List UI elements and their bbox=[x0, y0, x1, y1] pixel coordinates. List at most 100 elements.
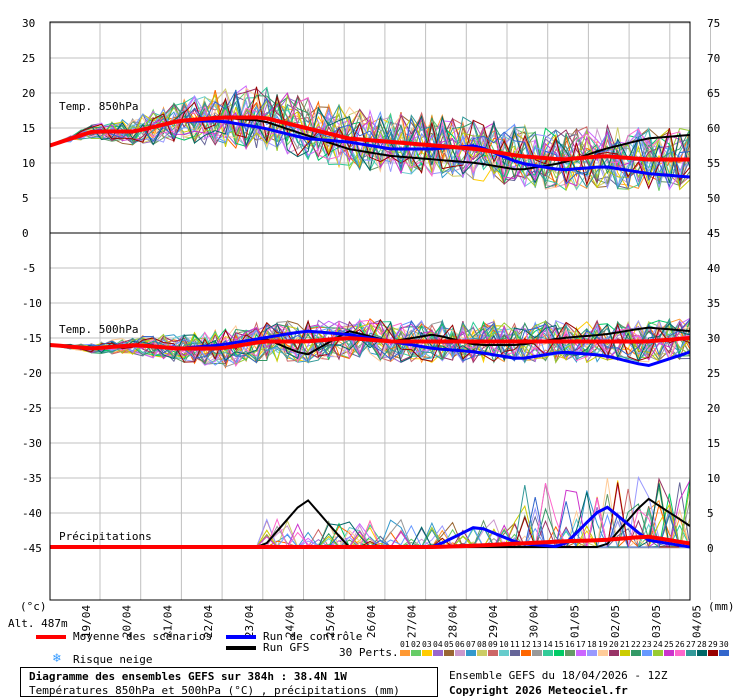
pert-swatch bbox=[466, 650, 476, 656]
member-line bbox=[49, 89, 691, 188]
y-tick-left: 20 bbox=[22, 87, 35, 100]
pert-swatch bbox=[477, 650, 487, 656]
pert-number: 01 bbox=[400, 640, 410, 649]
legend-snow: Risque neige bbox=[73, 653, 153, 666]
pert-number: 26 bbox=[675, 640, 685, 649]
mean-t850-line bbox=[49, 115, 690, 162]
t500-label: Temp. 500hPa bbox=[59, 323, 138, 336]
pert-swatch bbox=[620, 650, 630, 656]
t850-label: Temp. 850hPa bbox=[59, 100, 138, 113]
pert-number: 23 bbox=[642, 640, 652, 649]
pert-swatch bbox=[708, 650, 718, 656]
member-line bbox=[49, 318, 691, 361]
x-tick-date: 26/04 bbox=[365, 605, 378, 638]
y-tick-left: 30 bbox=[22, 17, 35, 30]
member-line bbox=[49, 105, 691, 188]
pert-number: 07 bbox=[466, 640, 476, 649]
pert-swatch bbox=[565, 650, 575, 656]
member-line bbox=[49, 86, 691, 190]
y-tick-right: 40 bbox=[707, 262, 720, 275]
pert-swatch bbox=[675, 650, 685, 656]
y-tick-left: -20 bbox=[22, 367, 42, 380]
legend-control: Run de contrôle bbox=[263, 630, 363, 643]
x-tick-date: 23/04 bbox=[243, 605, 256, 638]
y-tick-right: 5 bbox=[707, 507, 714, 520]
x-tick-date: 19/04 bbox=[80, 605, 93, 638]
pert-swatch bbox=[488, 650, 498, 656]
y-tick-left: -45 bbox=[22, 542, 42, 555]
pert-number: 27 bbox=[686, 640, 696, 649]
pert-swatch bbox=[554, 650, 564, 656]
legend-gfs: Run GFS bbox=[263, 641, 310, 654]
y-tick-right: 45 bbox=[707, 227, 720, 240]
chart-grid bbox=[50, 22, 711, 600]
pert-number: 08 bbox=[477, 640, 487, 649]
perturbation-swatches bbox=[400, 650, 730, 656]
y-tick-left: -30 bbox=[22, 437, 42, 450]
x-tick-date: 02/05 bbox=[609, 605, 622, 638]
y-tick-left: -25 bbox=[22, 402, 42, 415]
pert-swatch bbox=[642, 650, 652, 656]
pert-number: 09 bbox=[488, 640, 498, 649]
pert-number: 22 bbox=[631, 640, 641, 649]
x-tick-date: 22/04 bbox=[202, 605, 215, 638]
member-line bbox=[49, 91, 691, 190]
precip-label: Précipitations bbox=[59, 530, 152, 543]
y-tick-right: 50 bbox=[707, 192, 720, 205]
control-swatch bbox=[226, 635, 256, 639]
member-line bbox=[49, 89, 691, 185]
pert-swatch bbox=[631, 650, 641, 656]
x-tick-date: 30/04 bbox=[528, 605, 541, 638]
y-tick-left: 0 bbox=[22, 227, 29, 240]
pert-number: 18 bbox=[587, 640, 597, 649]
copyright: Copyright 2026 Meteociel.fr bbox=[449, 684, 628, 697]
x-tick-date: 24/04 bbox=[284, 605, 297, 638]
pert-number: 12 bbox=[521, 640, 531, 649]
y-tick-right: 60 bbox=[707, 122, 720, 135]
altitude-label: Alt. 487m bbox=[8, 617, 68, 630]
member-line bbox=[49, 90, 691, 191]
y-tick-right: 15 bbox=[707, 437, 720, 450]
y-tick-left: 10 bbox=[22, 157, 35, 170]
y-tick-left: 25 bbox=[22, 52, 35, 65]
pert-number: 29 bbox=[708, 640, 718, 649]
pert-number: 15 bbox=[554, 640, 564, 649]
unit-left: (°c) bbox=[20, 600, 47, 613]
footer-subtitle: Températures 850hPa et 500hPa (°C) , pré… bbox=[29, 684, 400, 697]
y-tick-right: 75 bbox=[707, 17, 720, 30]
legend-perts: 30 Perts. bbox=[339, 646, 399, 659]
perturbation-numbers: 01 02 03 04 05 06 07 08 09 10 11 12 13 14 15 16 17 18 19 20… bbox=[400, 640, 730, 650]
y-tick-left: -40 bbox=[22, 507, 42, 520]
pert-swatch bbox=[719, 650, 729, 656]
unit-right: (mm) bbox=[708, 600, 735, 613]
x-tick-date: 20/04 bbox=[121, 605, 134, 638]
pert-number: 14 bbox=[543, 640, 553, 649]
x-tick-date: 28/04 bbox=[446, 605, 459, 638]
pert-swatch bbox=[532, 650, 542, 656]
pert-swatch bbox=[543, 650, 553, 656]
y-tick-left: -15 bbox=[22, 332, 42, 345]
y-tick-left: -35 bbox=[22, 472, 42, 485]
footer-box: Diagramme des ensembles GEFS sur 384h : … bbox=[20, 667, 438, 697]
pert-number: 13 bbox=[532, 640, 542, 649]
footer-title: Diagramme des ensembles GEFS sur 384h : … bbox=[29, 670, 347, 683]
y-tick-right: 0 bbox=[707, 542, 714, 555]
pert-swatch bbox=[598, 650, 608, 656]
y-tick-right: 20 bbox=[707, 402, 720, 415]
pert-swatch bbox=[400, 650, 410, 656]
member-line bbox=[49, 319, 691, 368]
pert-number: 10 bbox=[499, 640, 509, 649]
mean-t500-line bbox=[49, 336, 691, 351]
pert-swatch bbox=[697, 650, 707, 656]
mean-swatch bbox=[36, 635, 66, 639]
pert-swatch bbox=[576, 650, 586, 656]
main-series bbox=[49, 115, 691, 549]
pert-number: 25 bbox=[664, 640, 674, 649]
y-tick-right: 70 bbox=[707, 52, 720, 65]
pert-swatch bbox=[433, 650, 443, 656]
y-tick-right: 65 bbox=[707, 87, 720, 100]
pert-swatch bbox=[587, 650, 597, 656]
y-tick-left: -5 bbox=[22, 262, 35, 275]
